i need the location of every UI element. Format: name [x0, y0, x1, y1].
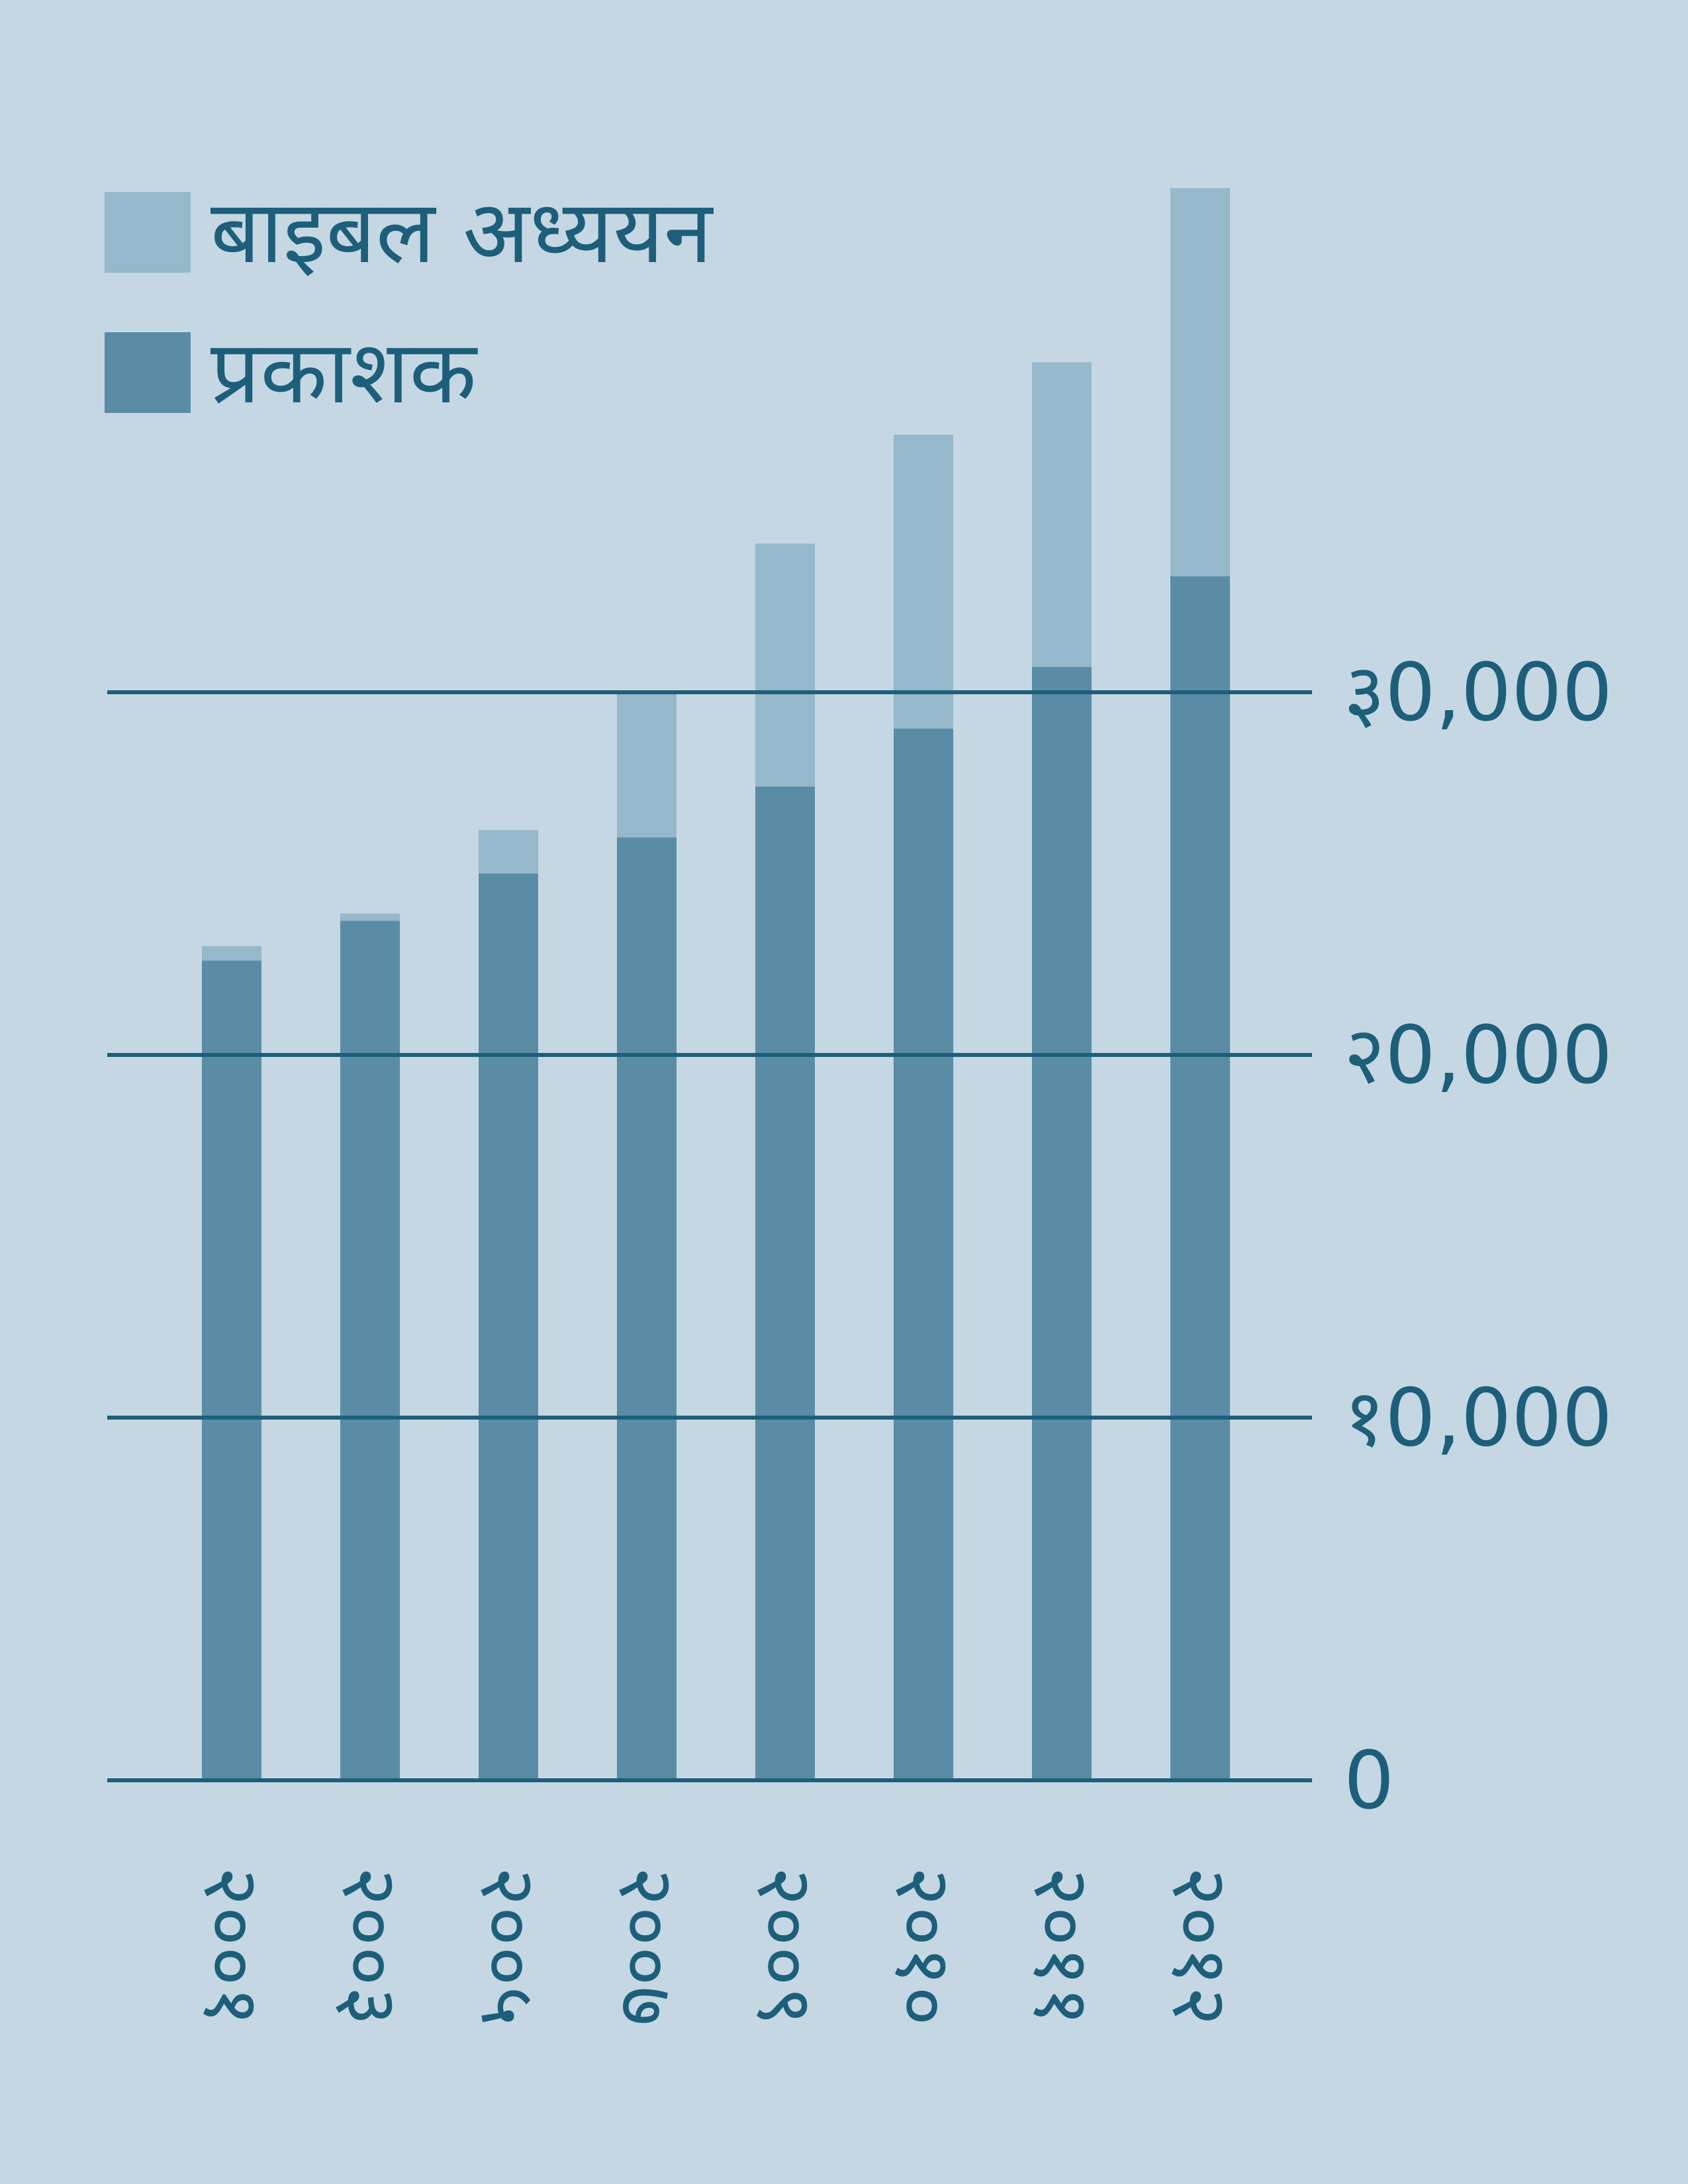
legend: बाइबल अध्ययन प्रकाशक: [105, 181, 714, 424]
legend-label-publishers: प्रकाशक: [211, 322, 478, 424]
x-tick-label-6: २०११: [1017, 1866, 1106, 2026]
x-tick-label-7: २०१२: [1155, 1866, 1244, 2026]
x-tick-label-3: २००७: [602, 1866, 691, 2026]
x-tick-label-0: २००१: [187, 1866, 276, 2026]
x-tick-label-2: २००५: [463, 1866, 553, 2026]
bar-bible-studies-5: [894, 434, 953, 729]
x-tick-label-5: २०१०: [878, 1866, 968, 2026]
legend-label-bible-studies: बाइबल अध्ययन: [211, 181, 714, 283]
bar-bible-studies-7: [1170, 188, 1230, 576]
x-tick-label-1: २००३: [325, 1866, 414, 2026]
bar-bible-studies-3: [617, 692, 677, 838]
bar-publishers-6: [1032, 666, 1092, 1780]
bar-publishers-5: [894, 728, 953, 1780]
bar-publishers-3: [617, 837, 677, 1780]
bar-publishers-2: [479, 874, 538, 1780]
bar-publishers-4: [755, 786, 815, 1780]
y-tick-label-0: 0: [1344, 1735, 1394, 1827]
bar-publishers-0: [202, 960, 261, 1780]
bar-bible-studies-0: [202, 946, 261, 961]
y-tick-label-2: २0,000: [1344, 1010, 1613, 1102]
bar-publishers-1: [340, 921, 400, 1780]
bars: [202, 188, 1230, 1780]
legend-swatch-bible-studies: [105, 192, 191, 273]
gridlines: [107, 690, 1312, 1782]
y-tick-label-1: १0,000: [1344, 1373, 1613, 1465]
x-axis-tick-labels: २००१ २००३ २००५ २००७ २००९ २०१० २०११ २०१२: [187, 1866, 1244, 2026]
bar-bible-studies-1: [340, 913, 400, 921]
y-axis-tick-labels: 0 १0,000 २0,000 ३0,000: [1344, 647, 1613, 1827]
bar-bible-studies-4: [755, 543, 815, 787]
bar-bible-studies-2: [479, 830, 538, 874]
bar-publishers-7: [1170, 576, 1230, 1780]
x-tick-label-4: २००९: [740, 1866, 829, 2026]
bar-bible-studies-6: [1032, 362, 1092, 667]
y-tick-label-3: ३0,000: [1344, 647, 1613, 739]
legend-swatch-publishers: [105, 332, 191, 413]
